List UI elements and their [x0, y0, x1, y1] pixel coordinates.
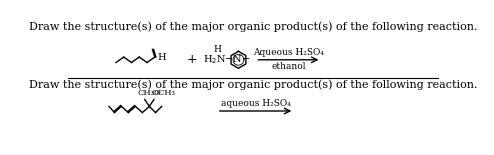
- Text: H: H: [213, 45, 221, 54]
- Text: Draw the structure(s) of the major organic product(s) of the following reaction.: Draw the structure(s) of the major organ…: [29, 22, 477, 32]
- Text: OCH₃: OCH₃: [152, 89, 175, 97]
- Text: Aqueous H₂SO₄: Aqueous H₂SO₄: [253, 48, 324, 57]
- Text: Draw the structure(s) of the major organic product(s) of the following reaction.: Draw the structure(s) of the major organ…: [29, 79, 477, 90]
- Text: CH₃O: CH₃O: [138, 89, 162, 97]
- Text: +: +: [187, 53, 197, 66]
- Text: H: H: [158, 53, 166, 62]
- Text: ethanol: ethanol: [271, 62, 306, 71]
- Text: aqueous H₂SO₄: aqueous H₂SO₄: [220, 99, 290, 108]
- Text: H$_2$N$-$N$-$: H$_2$N$-$N$-$: [203, 53, 250, 66]
